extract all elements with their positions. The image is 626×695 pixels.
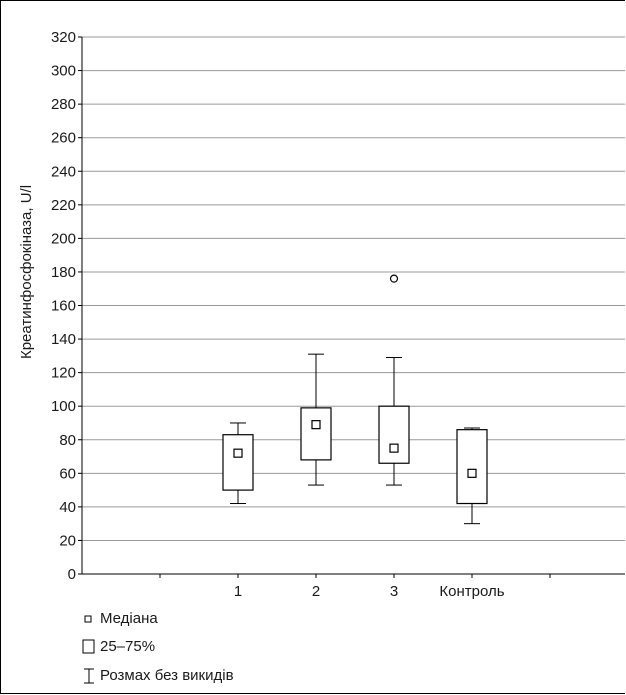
y-tick-label: 300	[51, 63, 76, 80]
box-group	[222, 422, 254, 505]
y-tick-labels: 0 20 40 60 80 100 120 140 160 180 200 220 240 260 280 3…	[51, 29, 76, 583]
axes	[78, 36, 625, 578]
x-tick-label: 2	[312, 583, 320, 600]
y-tick-label: 260	[51, 130, 76, 147]
y-tick-label: 20	[59, 532, 76, 549]
x-tick-label: 1	[234, 583, 242, 600]
median-marker	[233, 448, 243, 458]
box-range-icon	[82, 639, 95, 653]
box-group	[378, 274, 410, 486]
iqr-box	[222, 434, 254, 491]
outlier-point	[389, 274, 399, 283]
box-group	[300, 353, 332, 486]
y-tick-label: 320	[51, 29, 76, 46]
legend-box: 25–75%	[82, 638, 155, 655]
y-tick-label: 220	[51, 197, 76, 214]
legend-median-label: Медіана	[100, 610, 158, 627]
legend-box-label: 25–75%	[100, 638, 156, 655]
iqr-box	[300, 407, 332, 461]
x-tick-labels: 1 2 3 Контроль	[234, 583, 505, 600]
iqr-box	[378, 405, 410, 464]
median-marker	[467, 468, 477, 478]
y-tick-label: 280	[51, 96, 76, 113]
boxplot-chart: 0 20 40 60 80 100 120 140 160 180 200 220 240 260 280 3…	[18, 29, 625, 600]
y-axis-label: Креатинфосфокіназа, U/l	[18, 185, 35, 359]
y-tick-label: 180	[51, 264, 76, 281]
legend-range: Розмах без викидів	[82, 667, 234, 684]
y-tick-label: 240	[51, 163, 76, 180]
grid-lines	[82, 36, 625, 541]
y-tick-label: 140	[51, 331, 76, 348]
y-tick-label: 60	[59, 465, 76, 482]
y-tick-label: 0	[68, 566, 76, 583]
y-tick-label: 80	[59, 432, 76, 449]
median-marker-icon	[84, 615, 92, 622]
whisker-range-icon	[84, 668, 94, 683]
median-marker	[389, 443, 399, 453]
legend-range-label: Розмах без викидів	[100, 667, 234, 684]
box-group	[456, 427, 488, 525]
x-tick-label: 3	[390, 583, 398, 600]
y-tick-label: 200	[51, 230, 76, 247]
y-tick-label: 160	[51, 298, 76, 315]
y-tick-label: 120	[51, 365, 76, 382]
boxes	[222, 274, 488, 525]
iqr-box	[456, 429, 488, 505]
legend-median: Медіана	[82, 610, 158, 627]
median-marker	[311, 420, 321, 430]
y-tick-label: 40	[59, 499, 76, 516]
x-tick-label: Контроль	[439, 583, 504, 600]
y-tick-label: 100	[51, 398, 76, 415]
